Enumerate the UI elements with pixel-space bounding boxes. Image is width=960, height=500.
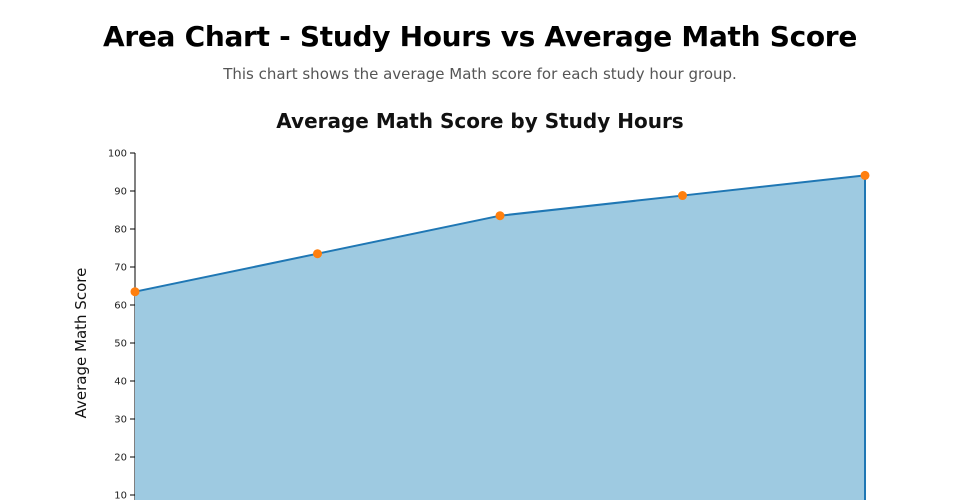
- y-tick-label: 30: [114, 415, 127, 426]
- y-tick-label: 20: [114, 453, 127, 464]
- data-point[interactable]: [678, 191, 687, 201]
- data-point[interactable]: [860, 170, 870, 180]
- y-tick-label: 90: [114, 187, 127, 198]
- area-fill: [135, 175, 865, 500]
- y-tick-label: 100: [108, 149, 127, 160]
- chart-title: Average Math Score by Study Hours: [276, 109, 683, 133]
- y-tick-label: 40: [114, 377, 127, 388]
- y-axis-ticks: 10 20 30 40 50 60 70 80 90 100: [108, 149, 135, 500]
- page-title: Area Chart - Study Hours vs Average Math…: [102, 20, 858, 53]
- y-tick-label: 60: [114, 301, 127, 312]
- page-subtitle: This chart shows the average Math score …: [223, 65, 737, 83]
- data-point[interactable]: [313, 249, 322, 259]
- y-tick-label: 50: [114, 339, 127, 350]
- data-point[interactable]: [495, 211, 505, 221]
- data-point[interactable]: [130, 287, 140, 297]
- y-tick-label: 70: [114, 263, 127, 274]
- data-markers: [130, 170, 870, 297]
- y-axis-label: Average Math Score: [72, 268, 90, 419]
- y-tick-label: 80: [114, 225, 127, 236]
- y-tick-label: 10: [114, 491, 127, 500]
